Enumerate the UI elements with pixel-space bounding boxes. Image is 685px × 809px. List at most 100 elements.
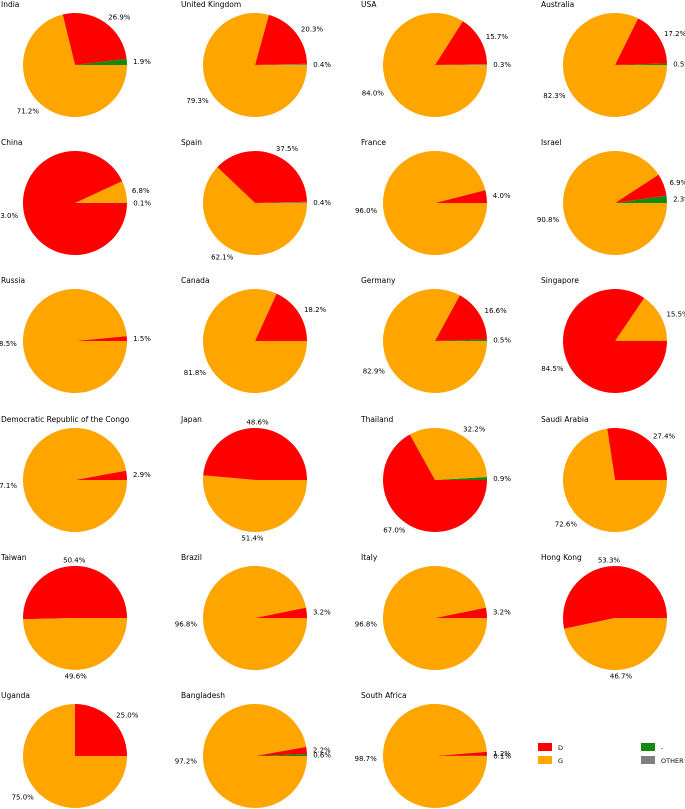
pie-percent-label: 0.4% (313, 61, 331, 69)
pie-slice-dash (435, 339, 487, 341)
pie-slice-g (409, 428, 487, 480)
pie-title: Spain (181, 138, 202, 147)
pie-percent-label: 32.2% (463, 425, 486, 433)
pie-percent-label: 1.9% (133, 58, 151, 66)
pie-slice-g (615, 297, 667, 341)
pie-slice-d (203, 427, 307, 480)
pie-uganda: Uganda 25.0% 75.0% (1, 691, 139, 808)
pie-percent-label: 96.8% (355, 620, 378, 628)
legend-swatch (641, 743, 655, 751)
pie-slice-other (255, 201, 307, 203)
pie-title: Hong Kong (541, 553, 582, 562)
pie-percent-label: 93.0% (0, 212, 18, 220)
pie-democratic-republic-of-the-congo: Democratic Republic of the Congo 2.9% 97.1… (0, 415, 151, 532)
pie-title: Singapore (541, 276, 579, 285)
pie-slice-g (203, 475, 307, 532)
pie-slice-d (75, 704, 127, 756)
pie-title: Taiwan (0, 553, 27, 562)
pie-percent-label: 75.0% (12, 794, 35, 802)
pie-title: Saudi Arabia (541, 415, 589, 424)
pie-brazil: Brazil 3.2% 96.8% (175, 553, 331, 671)
pie-percent-label: 97.1% (0, 482, 17, 490)
legend: DG - OTHER (538, 743, 684, 765)
pie-slice-g (564, 618, 667, 671)
legend-swatch (538, 756, 552, 764)
pie-percent-label: 67.0% (383, 527, 406, 535)
pie-percent-label: 79.3% (186, 97, 209, 105)
pie-percent-label: 50.4% (63, 556, 86, 564)
pie-taiwan: Taiwan 50.4% 49.6% (0, 553, 128, 681)
pie-slice-d (563, 566, 667, 629)
pie-title: Italy (361, 553, 378, 562)
pie-title: Bangladesh (181, 691, 225, 700)
pie-slice-d (255, 607, 307, 618)
pie-title: China (1, 138, 22, 147)
pie-slice-d (435, 751, 487, 756)
pie-slice-dash (435, 477, 488, 480)
pie-percent-label: 82.3% (543, 92, 566, 100)
pie-slice-g (383, 703, 487, 808)
pie-title: Japan (180, 415, 202, 424)
pie-percent-label: 97.2% (175, 758, 198, 766)
legend-swatch (538, 743, 552, 751)
pie-percent-label: 84.5% (541, 365, 564, 373)
pie-title: United Kingdom (181, 0, 241, 9)
pie-percent-label: 72.6% (555, 521, 578, 529)
pie-united-kingdom: United Kingdom 0.4% 20.3% 79.3% (181, 0, 331, 118)
pie-slice-dash (615, 195, 667, 203)
pie-percent-label: 27.4% (653, 432, 676, 440)
pie-percent-label: 2.3% (673, 195, 685, 203)
pie-percent-label: 46.7% (610, 672, 633, 680)
pie-title: Australia (541, 0, 574, 9)
pie-title: Canada (181, 276, 210, 285)
pie-slice-d (255, 14, 307, 66)
pie-singapore: Singapore 15.5% 84.5% (541, 276, 685, 393)
pie-slice-dash (75, 58, 127, 65)
pie-germany: Germany 0.5% 16.6% 82.9% (361, 276, 511, 394)
pie-slice-d (615, 174, 667, 203)
pie-slice-d (435, 295, 487, 341)
pie-percent-label: 0.1% (133, 199, 151, 207)
pie-percent-label: 26.9% (108, 14, 131, 22)
pie-title: Israel (541, 138, 562, 147)
pie-slice-d (435, 607, 487, 618)
pie-percent-label: 0.6% (313, 751, 331, 759)
pie-slice-g (383, 289, 487, 394)
pie-france: France 4.0% 96.0% (355, 138, 511, 255)
pie-percent-label: 15.7% (486, 33, 509, 41)
pie-slice-g (23, 14, 127, 118)
pie-percent-label: 90.8% (537, 216, 560, 224)
pie-slice-d (435, 21, 487, 65)
pie-thailand: Thailand 0.9% 32.2% 67.0% (360, 415, 511, 535)
legend-label: OTHER (661, 757, 684, 765)
pie-percent-label: 62.1% (211, 254, 234, 262)
pie-percent-label: 16.6% (485, 307, 508, 315)
legend-label: - (661, 744, 664, 752)
pie-slice-d (255, 293, 307, 341)
pie-slice-d (23, 565, 128, 620)
pie-percent-label: 18.2% (304, 306, 327, 314)
pie-south-africa: South Africa 0.1%1.2% 98.7% (355, 691, 511, 808)
pie-percent-label: 2.2% (313, 746, 331, 754)
pie-percent-label: 0.5% (673, 61, 685, 69)
pie-slice-d (563, 288, 667, 393)
pie-slice-g (23, 427, 127, 532)
pie-canada: Canada 18.2% 81.8% (181, 276, 327, 393)
pie-title: Brazil (181, 553, 202, 562)
pie-slice-g (23, 288, 128, 393)
pie-percent-label: 81.8% (184, 369, 207, 377)
pie-slice-g (383, 12, 487, 117)
pie-slice-d (23, 151, 127, 256)
pie-hong-kong: Hong Kong 53.3% 46.7% (541, 553, 667, 680)
pie-slice-g (203, 566, 307, 671)
pie-india: India 1.9% 26.9% 71.2% (1, 0, 151, 118)
pie-percent-label: 96.0% (355, 207, 378, 215)
pie-russia: Russia 1.5% 98.5% (0, 276, 151, 393)
pie-slice-d (383, 434, 487, 533)
pie-slice-g (563, 428, 667, 533)
pie-title: Uganda (1, 691, 30, 700)
pie-percent-label: 0.1% (493, 752, 511, 760)
pie-title: Germany (361, 276, 396, 285)
pie-italy: Italy 3.2% 96.8% (355, 553, 511, 671)
